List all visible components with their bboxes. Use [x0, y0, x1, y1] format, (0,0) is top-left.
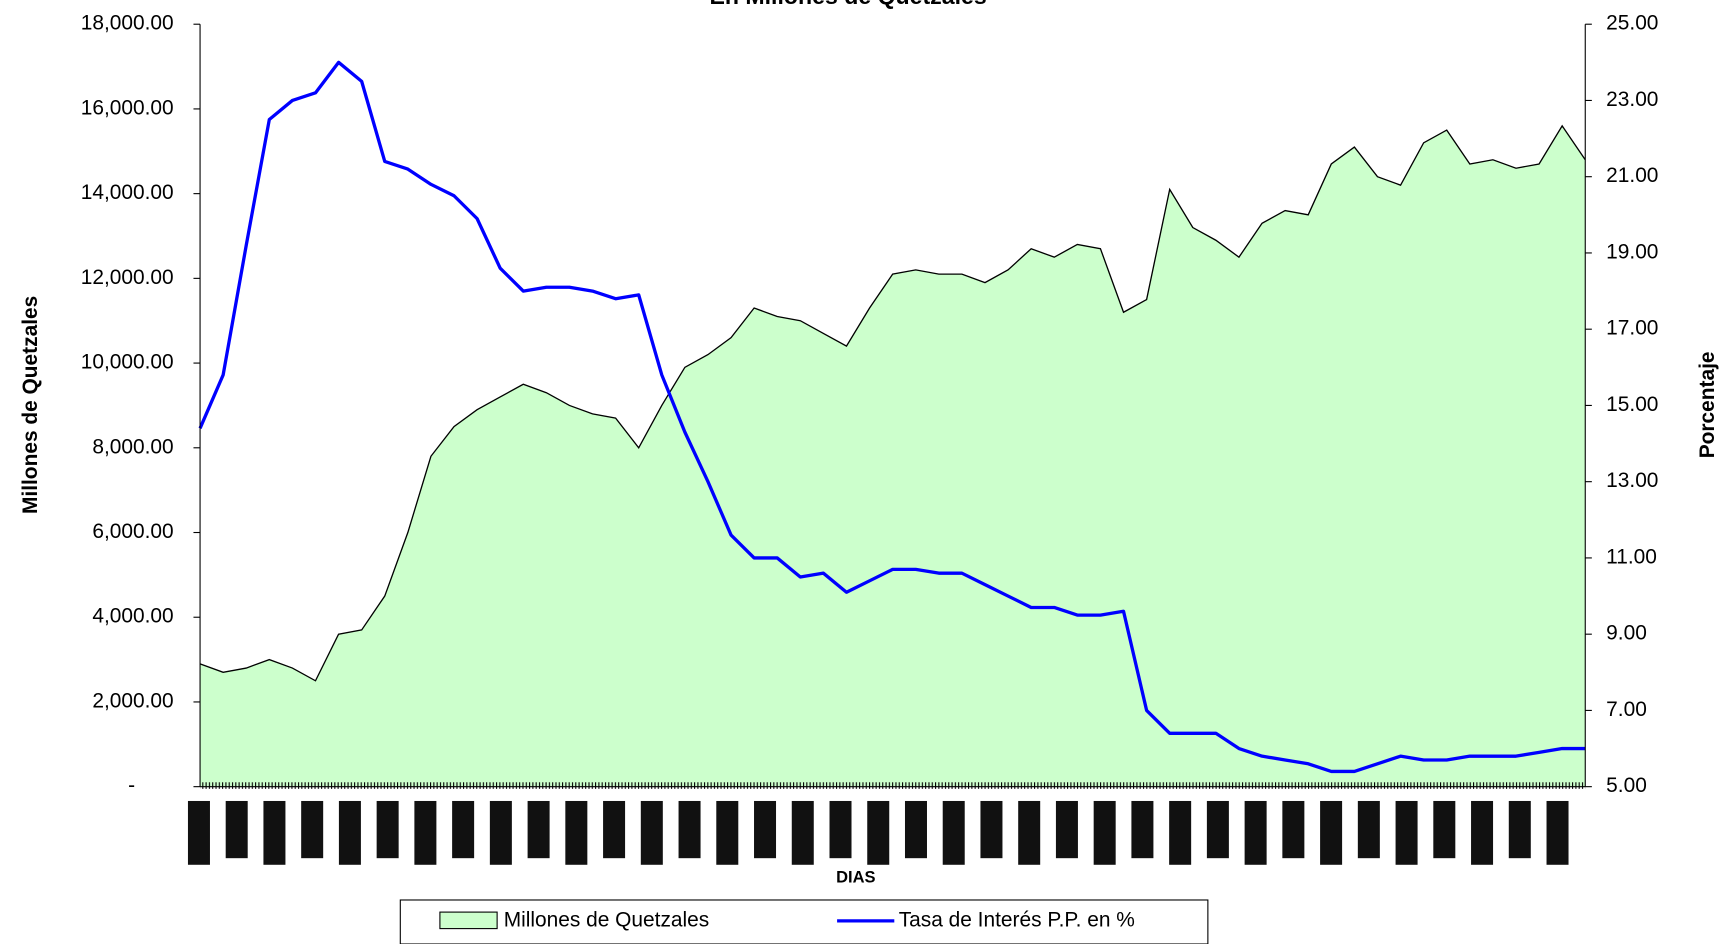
y-tick-label: 10,000.00: [81, 351, 174, 374]
y2-tick-label: 13.00: [1606, 469, 1658, 492]
area-fill: [200, 125, 1586, 787]
y2-tick-label: 21.00: [1606, 164, 1658, 187]
x-label-block: [263, 800, 286, 865]
x-label-block: [603, 800, 626, 859]
x-label-block: [1395, 800, 1418, 865]
x-label-block: [489, 800, 512, 865]
y-tick-label: 6,000.00: [92, 520, 173, 543]
x-label-block: [225, 800, 248, 859]
x-label-block: [980, 800, 1003, 859]
y2-tick-label: 17.00: [1606, 317, 1658, 340]
x-label-block: [565, 800, 588, 865]
x-label-block: [1206, 800, 1229, 859]
x-label-block: [867, 800, 890, 865]
y-tick-label: 2,000.00: [92, 689, 173, 712]
x-label-block: [301, 800, 324, 859]
x-axis-title: DIAS: [836, 868, 875, 886]
legend-label: Tasa de Interés P.P. en %: [899, 908, 1135, 931]
y2-tick-label: 7.00: [1606, 698, 1647, 721]
y2-tick-label: 25.00: [1606, 12, 1658, 35]
x-label-block: [338, 800, 361, 865]
y-tick-label: 16,000.00: [81, 96, 174, 119]
x-label-block: [1282, 800, 1305, 859]
legend-swatch: [439, 911, 498, 930]
x-tick-label-blocks: [187, 800, 1569, 865]
legend: [399, 899, 1209, 944]
x-label-block: [1320, 800, 1343, 865]
x-label-block: [1055, 800, 1078, 859]
x-tick-band: [200, 782, 1586, 789]
x-label-block: [1357, 800, 1380, 859]
legend-label: Millones de Quetzales: [504, 908, 710, 931]
y2-tick-label: 19.00: [1606, 240, 1658, 263]
x-label-block: [791, 800, 814, 865]
x-label-block: [1244, 800, 1267, 865]
x-label-block: [1546, 800, 1569, 865]
x-label-block: [678, 800, 701, 859]
y2-tick-label: 15.00: [1606, 393, 1658, 416]
chart-title: En Millones de Quetzales: [709, 0, 986, 9]
x-label-block: [414, 800, 437, 865]
x-label-block: [1093, 800, 1116, 865]
y-tick-label: 12,000.00: [81, 266, 174, 289]
y2-tick-label: 11.00: [1606, 545, 1657, 568]
y2-tick-label: 5.00: [1606, 774, 1647, 797]
x-label-block: [376, 800, 399, 859]
y2-tick-label: 23.00: [1606, 88, 1658, 111]
y-tick-label: 8,000.00: [92, 435, 173, 458]
x-label-block: [829, 800, 852, 859]
y-tick-label: 4,000.00: [92, 605, 173, 628]
plot-area: [198, 60, 1586, 787]
x-label-block: [1131, 800, 1154, 859]
x-label-block: [754, 800, 777, 859]
area-outline: [199, 124, 1586, 682]
y2-axis-title: Porcentaje: [1696, 351, 1719, 458]
x-label-block: [452, 800, 475, 859]
x-label-block: [640, 800, 663, 865]
x-label-block: [1018, 800, 1041, 865]
line: [198, 60, 1586, 774]
x-label-block: [1433, 800, 1456, 859]
y2-tick-label: 9.00: [1606, 622, 1647, 645]
x-label-block: [1508, 800, 1531, 859]
y-tick-label: -: [128, 774, 135, 797]
y-tick-label: 18,000.00: [81, 12, 174, 35]
x-label-block: [1471, 800, 1494, 865]
x-label-block: [1169, 800, 1192, 865]
y-axis-title: Millones de Quetzales: [19, 296, 42, 514]
legend-items: Millones de Quetzales Tasa de Interés P.P…: [439, 908, 1135, 931]
x-label-block: [904, 800, 927, 859]
x-label-block: [187, 800, 210, 865]
y-tick-label: 14,000.00: [81, 181, 174, 204]
x-label-block: [716, 800, 739, 865]
x-label-block: [942, 800, 965, 865]
x-label-block: [527, 800, 550, 859]
